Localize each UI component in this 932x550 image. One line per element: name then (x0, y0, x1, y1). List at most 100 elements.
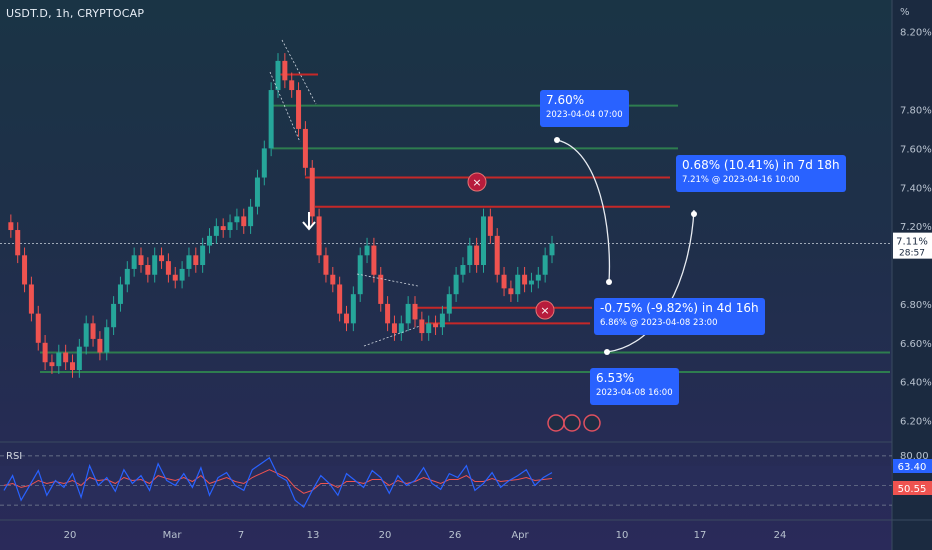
event-flag-icon[interactable] (583, 414, 601, 432)
projection-point[interactable] (606, 279, 612, 285)
candle-body[interactable] (446, 294, 452, 314)
callout-projection-up[interactable]: 0.68% (10.41%) in 7d 18h 7.21% @ 2023-04… (676, 155, 846, 192)
candle-body[interactable] (426, 323, 432, 334)
candle-body[interactable] (405, 303, 411, 324)
projection-point[interactable] (691, 211, 697, 217)
candle-body[interactable] (371, 245, 377, 275)
candle-body[interactable] (241, 216, 247, 227)
candle-body[interactable] (63, 352, 69, 363)
candle-body[interactable] (364, 245, 370, 256)
candle-body[interactable] (97, 338, 103, 353)
rsi-label[interactable]: RSI (6, 451, 23, 462)
candle-body[interactable] (131, 255, 137, 269)
projection-point[interactable] (554, 137, 560, 143)
candle-body[interactable] (344, 313, 349, 324)
candle-body[interactable] (460, 265, 466, 275)
candle-body[interactable] (248, 206, 254, 227)
candle-body[interactable] (213, 226, 219, 236)
candle-body[interactable] (268, 90, 274, 149)
candle-body[interactable] (302, 128, 308, 168)
projection-point[interactable] (604, 349, 610, 355)
current-price-badge[interactable] (893, 232, 932, 259)
candle-body[interactable] (453, 274, 459, 295)
candle-body[interactable] (22, 255, 28, 285)
candle-body[interactable] (159, 255, 165, 262)
candle-body[interactable] (282, 60, 288, 81)
candle-body[interactable] (56, 352, 62, 367)
candle-body[interactable] (330, 274, 336, 285)
candle-body[interactable] (535, 274, 541, 281)
callout-target-low[interactable]: 6.53% 2023-04-08 16:00 (590, 368, 679, 405)
event-flag-icon[interactable] (563, 414, 581, 432)
candle-body[interactable] (8, 222, 14, 231)
candle-body[interactable] (467, 245, 473, 266)
y-tick-label: 6.20% (900, 417, 932, 428)
candle-body[interactable] (337, 284, 343, 314)
candle-body[interactable] (111, 303, 117, 328)
candle-body[interactable] (378, 274, 384, 304)
candle-body[interactable] (542, 255, 548, 275)
candle-body[interactable] (220, 226, 226, 231)
candle-body[interactable] (549, 243, 555, 256)
candle-body[interactable] (494, 235, 500, 275)
candle-body[interactable] (227, 222, 233, 231)
candle-body[interactable] (289, 80, 295, 91)
candle-body[interactable] (433, 323, 439, 328)
candle-body[interactable] (76, 346, 82, 371)
candle-body[interactable] (323, 255, 329, 275)
candle-body[interactable] (501, 274, 507, 289)
candle-body[interactable] (186, 255, 192, 269)
candle-body[interactable] (391, 323, 397, 334)
candle-body[interactable] (42, 342, 48, 363)
candle-body[interactable] (487, 216, 493, 236)
candle-body[interactable] (35, 313, 41, 343)
candle-body[interactable] (275, 60, 281, 91)
callout-projection-down[interactable]: -0.75% (-9.82%) in 4d 16h 6.86% @ 2023-0… (594, 298, 765, 335)
callout-target-high[interactable]: 7.60% 2023-04-04 07:00 (540, 90, 629, 127)
candle-body[interactable] (309, 167, 315, 217)
candle-body[interactable] (70, 362, 75, 371)
cancelled-marker-icon[interactable] (535, 300, 555, 320)
symbol-label[interactable]: USDT.D, 1h, CRYPTOCAP (6, 7, 145, 20)
candle-body[interactable] (28, 284, 34, 314)
candle-body[interactable] (234, 216, 240, 223)
candle-body[interactable] (104, 327, 110, 353)
candle-body[interactable] (385, 303, 391, 324)
candle-body[interactable] (90, 323, 96, 339)
candle-body[interactable] (261, 148, 267, 178)
candle-body[interactable] (316, 216, 322, 256)
candle-body[interactable] (179, 268, 185, 281)
candle-body[interactable] (193, 255, 199, 266)
candle-body[interactable] (439, 313, 445, 328)
rsi-ma-value-badge[interactable] (893, 481, 932, 495)
cancelled-marker-icon[interactable] (467, 172, 487, 192)
candle-body[interactable] (412, 303, 418, 320)
candle-body[interactable] (350, 294, 356, 324)
event-flag-icon[interactable] (547, 414, 565, 432)
candle-body[interactable] (49, 362, 55, 367)
candle-body[interactable] (296, 90, 302, 129)
candle-body[interactable] (508, 288, 514, 295)
candle-body[interactable] (83, 323, 89, 347)
candle-body[interactable] (481, 216, 486, 266)
rsi-value-badge[interactable] (893, 459, 932, 473)
candle-body[interactable] (200, 245, 206, 266)
candle-body[interactable] (357, 255, 363, 295)
candle-body[interactable] (419, 319, 425, 334)
candle-body[interactable] (522, 274, 528, 285)
candle-body[interactable] (515, 274, 521, 295)
candle-body[interactable] (152, 255, 158, 275)
candle-body[interactable] (474, 245, 480, 266)
candle-body[interactable] (398, 323, 404, 334)
candle-body[interactable] (117, 284, 123, 304)
candle-body[interactable] (254, 177, 260, 207)
candle-body[interactable] (172, 274, 178, 281)
candle-body[interactable] (138, 255, 144, 266)
candle-body[interactable] (207, 235, 212, 246)
candle-body[interactable] (528, 280, 534, 285)
candle-body[interactable] (145, 265, 151, 275)
candle-body[interactable] (15, 230, 21, 256)
candle-body[interactable] (165, 261, 171, 275)
candle-body[interactable] (124, 268, 130, 285)
